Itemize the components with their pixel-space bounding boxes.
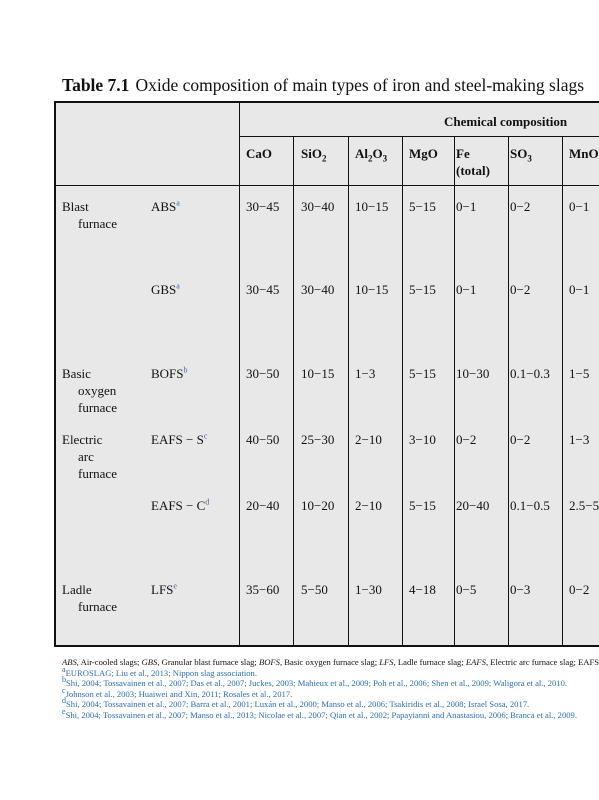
composition-value: 5−50 xyxy=(301,582,328,597)
reference-footnote: aEUROSLAG; Liu et al., 2013; Nippon slag… xyxy=(62,664,257,678)
composition-value: 10−20 xyxy=(301,498,335,513)
composition-value: 3−10 xyxy=(409,432,436,447)
composition-value: 10−15 xyxy=(301,366,335,381)
composition-value: 40−50 xyxy=(246,432,280,447)
composition-value: 0−1 xyxy=(456,282,477,297)
composition-value: 5−15 xyxy=(409,282,436,297)
composition-value: 0.1−0.5 xyxy=(510,498,550,513)
slag-type: GBSa xyxy=(151,281,180,297)
table-title: Table 7.1 Oxide composition of main types… xyxy=(62,75,584,96)
composition-value: 30−40 xyxy=(301,199,335,214)
composition-value: 30−40 xyxy=(301,282,335,297)
slag-type: EAFS − Sc xyxy=(151,431,208,447)
column-header: Al2O3 xyxy=(355,146,388,164)
composition-value: 20−40 xyxy=(246,498,280,513)
composition-value: 30−50 xyxy=(246,366,280,381)
composition-value: 0.1−0.3 xyxy=(510,366,550,381)
table-caption: Oxide composition of main types of iron … xyxy=(135,75,585,95)
column-divider xyxy=(508,137,509,645)
composition-value: 0−2 xyxy=(456,432,477,447)
composition-value: 35−60 xyxy=(246,582,280,597)
composition-value: 0−2 xyxy=(510,199,531,214)
group-header: Chemical composition xyxy=(444,114,568,129)
column-divider xyxy=(402,137,403,645)
reference-footnote: bShi, 2004; Tossavainen et al., 2007; Da… xyxy=(62,675,568,689)
column-header: MgO xyxy=(409,146,438,161)
reference-footnote: eShi, 2004; Tossavainen et al., 2007; Ma… xyxy=(62,707,577,720)
column-divider xyxy=(348,137,349,645)
composition-value: 1−30 xyxy=(355,582,382,597)
header-divider xyxy=(56,185,599,186)
column-header: Fe (total) xyxy=(456,146,490,178)
composition-value: 0−3 xyxy=(510,582,531,597)
reference-footnote: dShi, 2004; Tossavainen et al., 2007; Ba… xyxy=(62,696,530,710)
column-divider xyxy=(562,137,563,645)
composition-value: 10−15 xyxy=(355,282,389,297)
column-divider xyxy=(293,137,294,645)
furnace-type: Ladle furnace xyxy=(62,582,117,614)
composition-value: 1−5 xyxy=(569,366,590,381)
composition-value: 10−15 xyxy=(355,199,389,214)
composition-value: 0−2 xyxy=(510,432,531,447)
composition-value: 0−1 xyxy=(569,199,590,214)
composition-value: 4−18 xyxy=(409,582,436,597)
table-number: Table 7.1 xyxy=(62,75,130,95)
composition-table: Chemical composition CaO SiO2 Al2O3 MgO Fe (t… xyxy=(54,101,599,647)
column-header: MnO xyxy=(569,146,599,161)
column-header: SO3 xyxy=(510,146,532,164)
composition-value: 20−40 xyxy=(456,498,490,513)
composition-value: 0−1 xyxy=(569,282,590,297)
composition-value: 2.5−5 xyxy=(569,498,599,513)
group-divider xyxy=(239,136,599,137)
composition-value: 1−3 xyxy=(569,432,590,447)
composition-value: 0−5 xyxy=(456,582,477,597)
slag-type: BOFSb xyxy=(151,365,188,381)
column-header: CaO xyxy=(246,146,272,161)
composition-value: 0−1 xyxy=(456,199,477,214)
slag-type: LFSe xyxy=(151,581,177,597)
slag-type: ABSa xyxy=(151,198,180,214)
column-divider xyxy=(454,137,455,645)
column-divider xyxy=(239,103,240,645)
table-footnotes: ABS, Air-cooled slags; GBS, Granular bla… xyxy=(62,657,599,721)
composition-value: 5−15 xyxy=(409,366,436,381)
furnace-type: Basic oxygen furnace xyxy=(62,366,117,415)
composition-value: 2−10 xyxy=(355,498,382,513)
composition-value: 5−15 xyxy=(409,199,436,214)
abbreviation-footnote: ABS, Air-cooled slags; GBS, Granular bla… xyxy=(62,657,599,667)
furnace-type: Electric arc furnace xyxy=(62,432,117,481)
composition-value: 0−2 xyxy=(569,582,590,597)
composition-value: 10−30 xyxy=(456,366,490,381)
composition-value: 25−30 xyxy=(301,432,335,447)
slag-type: EAFS − Cd xyxy=(151,497,210,513)
composition-value: 5−15 xyxy=(409,498,436,513)
composition-value: 30−45 xyxy=(246,199,280,214)
composition-value: 1−3 xyxy=(355,366,376,381)
composition-value: 30−45 xyxy=(246,282,280,297)
furnace-type: Blast furnace xyxy=(62,199,117,231)
column-header: SiO2 xyxy=(301,146,327,164)
composition-value: 0−2 xyxy=(510,282,531,297)
reference-footnote: cJohnson et al., 2003; Huaiwei and Xin, … xyxy=(62,685,293,699)
composition-value: 2−10 xyxy=(355,432,382,447)
